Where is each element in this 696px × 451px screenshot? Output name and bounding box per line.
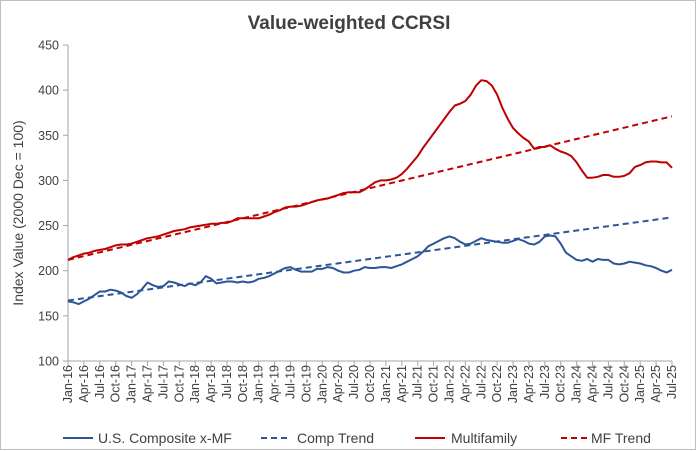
x-tick-label: Oct-16	[109, 365, 123, 403]
x-tick-label: Apr-24	[586, 365, 600, 403]
x-tick-label: Jul-20	[347, 365, 361, 399]
plot-background	[68, 45, 672, 361]
x-tick-label: Jan-18	[188, 365, 202, 403]
y-tick-label: 150	[38, 309, 59, 323]
x-tick-label: Apr-17	[140, 365, 154, 403]
x-tick-label: Apr-25	[649, 365, 663, 403]
y-tick-label: 200	[38, 264, 59, 278]
x-tick-label: Jan-21	[379, 365, 393, 403]
x-tick-label: Jan-19	[252, 365, 266, 403]
x-tick-label: Apr-19	[268, 365, 282, 403]
x-tick-label: Oct-17	[172, 365, 186, 403]
legend-label: Comp Trend	[297, 430, 374, 446]
y-tick-label: 250	[38, 219, 59, 233]
x-tick-label: Oct-22	[490, 365, 504, 403]
x-tick-label: Jul-22	[474, 365, 488, 399]
x-tick-label: Jul-24	[601, 365, 615, 399]
x-tick-label: Oct-18	[236, 365, 250, 403]
x-tick-label: Apr-16	[77, 365, 91, 403]
x-tick-label: Jan-16	[61, 365, 75, 403]
x-tick-label: Apr-18	[204, 365, 218, 403]
legend-label: Multifamily	[451, 430, 517, 446]
x-tick-label: Jul-21	[411, 365, 425, 399]
x-tick-label: Jul-23	[538, 365, 552, 399]
chart-frame: Value-weighted CCRSI Index Value (2000 D…	[0, 0, 696, 450]
x-tick-label: Jul-25	[665, 365, 679, 399]
x-tick-label: Apr-23	[522, 365, 536, 403]
x-tick-label: Jul-19	[284, 365, 298, 399]
x-tick-label: Jul-17	[156, 365, 170, 399]
x-tick-label: Jan-25	[633, 365, 647, 403]
x-tick-label: Jan-24	[570, 365, 584, 403]
x-tick-label: Apr-20	[331, 365, 345, 403]
x-tick-label: Oct-21	[427, 365, 441, 403]
y-tick-label: 100	[38, 355, 59, 369]
x-tick-label: Jan-23	[506, 365, 520, 403]
legend-label: U.S. Composite x-MF	[98, 430, 232, 446]
legend-label: MF Trend	[591, 430, 651, 446]
y-axis-label: Index Value (2000 Dec = 100)	[10, 120, 26, 305]
x-tick-label: Oct-23	[554, 365, 568, 403]
x-tick-label: Jul-18	[220, 365, 234, 399]
y-tick-label: 300	[38, 174, 59, 188]
x-tick-label: Apr-21	[395, 365, 409, 403]
y-tick-label: 450	[38, 39, 59, 53]
y-tick-label: 350	[38, 129, 59, 143]
chart-svg: Value-weighted CCRSI Index Value (2000 D…	[1, 1, 696, 451]
y-tick-label: 400	[38, 84, 59, 98]
x-tick-label: Apr-22	[458, 365, 472, 403]
x-tick-label: Oct-19	[299, 365, 313, 403]
legend: U.S. Composite x-MF Comp Trend Multifamily…	[63, 430, 651, 446]
chart-title: Value-weighted CCRSI	[248, 13, 451, 34]
x-tick-label: Jul-16	[93, 365, 107, 399]
x-tick-label: Jan-22	[442, 365, 456, 403]
x-tick-label: Jan-17	[125, 365, 139, 403]
x-tick-label: Oct-24	[617, 365, 631, 403]
x-tick-label: Jan-20	[315, 365, 329, 403]
x-tick-label: Oct-20	[363, 365, 377, 403]
